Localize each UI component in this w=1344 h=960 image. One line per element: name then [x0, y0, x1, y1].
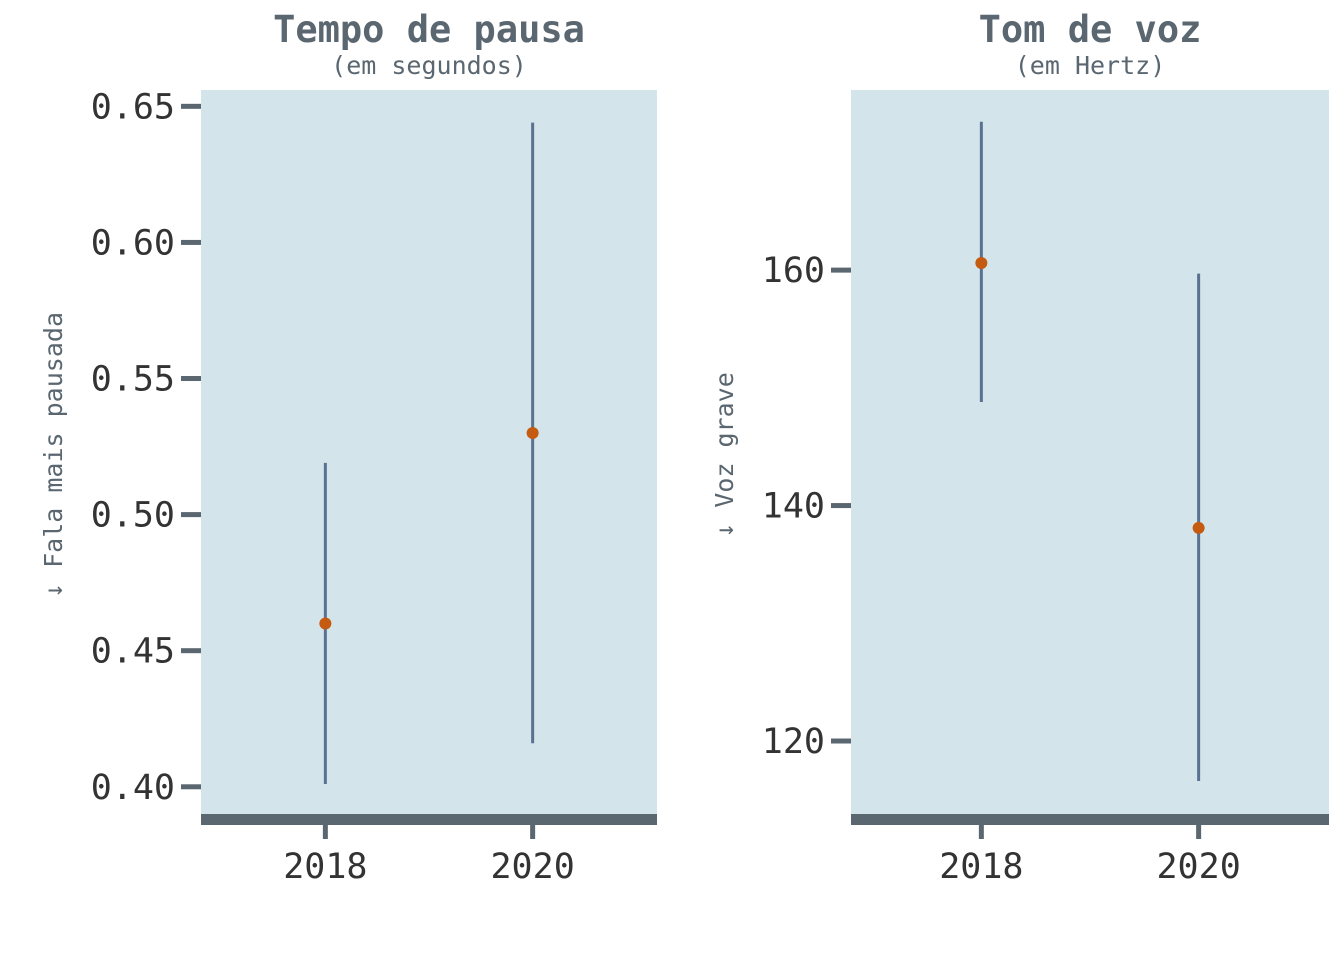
y-tick-mark — [181, 648, 201, 654]
plot-background — [201, 90, 657, 814]
x-tick-label: 2018 — [283, 847, 367, 887]
chart-title: Tom de voz — [979, 8, 1202, 51]
y-tick-mark — [831, 503, 851, 509]
data-point — [975, 257, 988, 270]
data-point — [319, 617, 332, 630]
data-point — [1192, 521, 1205, 534]
y-tick-label: 140 — [762, 487, 825, 527]
chart-subtitle: (em segundos) — [331, 51, 527, 80]
y-tick-mark — [181, 512, 201, 518]
y-tick-label: 0.40 — [91, 768, 175, 808]
chart-panel-pause-time: Tempo de pausa(em segundos) ↓ Fala mais p… — [39, 8, 657, 887]
y-tick-mark — [831, 738, 851, 744]
plot-background — [851, 90, 1329, 814]
chart-title: Tempo de pausa — [273, 8, 585, 51]
y-tick-mark — [181, 376, 201, 382]
y-tick-mark — [831, 267, 851, 273]
x-tick-label: 2018 — [939, 847, 1023, 887]
y-tick-mark — [181, 103, 201, 109]
x-axis-line — [201, 814, 657, 825]
y-tick-label: 120 — [762, 722, 825, 762]
y-axis-label: ↓ Voz grave — [710, 372, 739, 538]
x-tick-mark — [322, 825, 328, 839]
y-tick-label: 0.45 — [91, 632, 175, 672]
y-axis-label: ↓ Fala mais pausada — [39, 312, 68, 598]
y-tick-mark — [181, 784, 201, 790]
y-tick-mark — [181, 239, 201, 245]
y-tick-label: 0.60 — [91, 223, 175, 263]
y-tick-label: 0.50 — [91, 496, 175, 536]
chart-subtitle: (em Hertz) — [1015, 51, 1166, 80]
x-tick-mark — [530, 825, 536, 839]
x-tick-label: 2020 — [490, 847, 574, 887]
y-tick-label: 0.55 — [91, 360, 175, 400]
x-tick-mark — [1196, 825, 1202, 839]
x-axis-line — [851, 814, 1329, 825]
y-tick-label: 0.65 — [91, 87, 175, 127]
x-tick-label: 2020 — [1156, 847, 1240, 887]
data-point — [526, 426, 539, 439]
x-tick-mark — [978, 825, 984, 839]
chart-panel-voice-pitch: Tom de voz(em Hertz) ↓ Voz grave 120 140 160… — [710, 8, 1329, 887]
y-tick-label: 160 — [762, 251, 825, 291]
